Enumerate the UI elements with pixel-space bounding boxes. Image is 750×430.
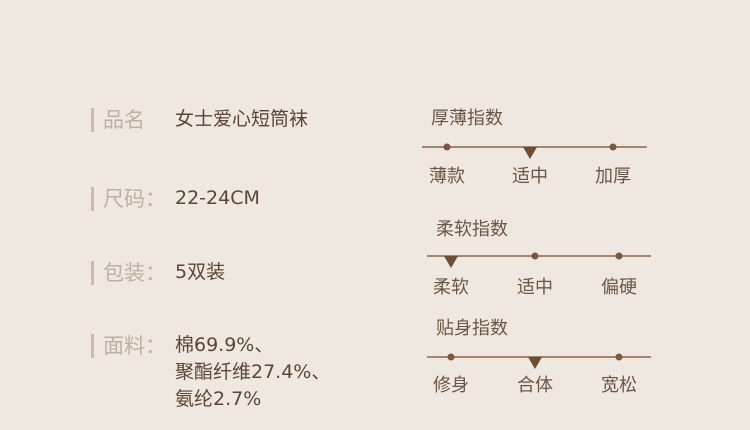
scale-selected-marker-icon <box>444 256 458 268</box>
scale-dot <box>615 252 623 260</box>
scale-option: 偏硬 <box>601 277 637 298</box>
scale-option: 适中 <box>512 166 548 187</box>
spec-label: 品名 <box>103 108 145 132</box>
scale-option: 适中 <box>517 277 553 298</box>
scale-title: 柔软指数 <box>436 219 508 240</box>
scale-option: 柔软 <box>433 277 469 298</box>
scale-dot <box>609 143 617 151</box>
spec-label: 包装： <box>103 261 166 285</box>
spec-label: 面料： <box>103 334 166 358</box>
scale-selected-marker-icon <box>523 147 537 159</box>
spec-marker <box>91 187 94 211</box>
scale-dot <box>531 252 539 260</box>
scale-option: 薄款 <box>429 166 465 187</box>
scale-option: 宽松 <box>601 375 637 396</box>
scale-selected-marker-icon <box>528 357 542 369</box>
scale-dot <box>615 353 623 361</box>
spec-marker <box>91 334 94 358</box>
spec-marker <box>91 108 94 132</box>
scale-title: 厚薄指数 <box>431 108 503 129</box>
spec-value: 棉69.9%、 聚酯纤维27.4%、 氨纶2.7% <box>175 334 331 410</box>
scale-option: 合体 <box>517 375 553 396</box>
spec-value: 女士爱心短筒袜 <box>175 108 309 130</box>
spec-value: 22-24CM <box>175 187 260 209</box>
scale-option: 加厚 <box>595 166 631 187</box>
scale-track <box>427 255 651 257</box>
scale-option: 修身 <box>433 375 469 396</box>
scale-title: 贴身指数 <box>436 318 508 339</box>
scale-dot <box>443 143 451 151</box>
spec-marker <box>91 261 94 285</box>
spec-value: 5双装 <box>175 261 226 283</box>
scale-dot <box>447 353 455 361</box>
spec-label: 尺码： <box>103 187 166 211</box>
